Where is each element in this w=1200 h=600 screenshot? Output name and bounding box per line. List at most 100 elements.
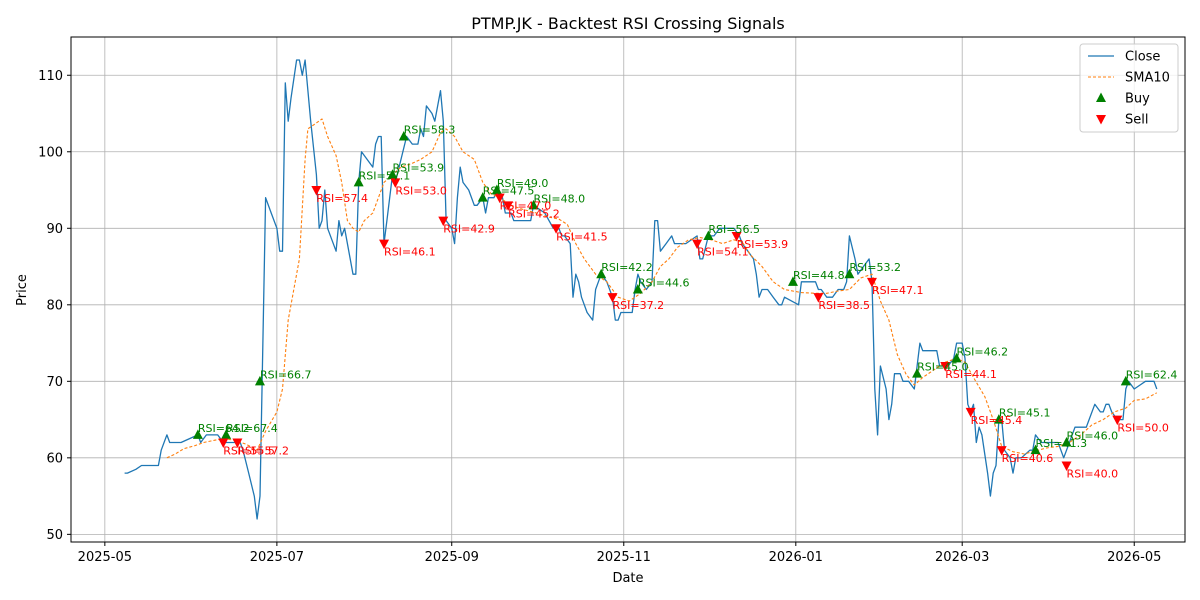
sell-rsi-label: RSI=41.5 xyxy=(556,230,608,243)
buy-rsi-label: RSI=66.7 xyxy=(260,368,312,381)
legend-sell-swatch xyxy=(1096,115,1106,125)
sell-marker xyxy=(379,239,390,250)
buy-rsi-label: RSI=41.3 xyxy=(1036,437,1088,450)
sell-rsi-label: RSI=38.5 xyxy=(818,299,870,312)
sell-marker xyxy=(494,193,505,204)
buy-marker xyxy=(951,352,962,363)
x-axis-label: Date xyxy=(612,571,643,586)
sell-marker xyxy=(503,201,514,211)
buy-rsi-label: RSI=57.1 xyxy=(359,169,411,182)
sell-rsi-label: RSI=42.9 xyxy=(443,223,495,236)
y-tick-label: 70 xyxy=(46,375,63,390)
buy-rsi-label: RSI=45.0 xyxy=(917,361,969,374)
y-tick-label: 50 xyxy=(46,528,63,543)
sell-marker xyxy=(390,178,401,188)
y-tick-label: 80 xyxy=(46,298,63,313)
sell-rsi-label: RSI=54.1 xyxy=(697,246,749,259)
x-tick-label: 2025-07 xyxy=(250,550,304,565)
buy-rsi-label: RSI=62.4 xyxy=(1126,368,1178,381)
sell-rsi-label: RSI=45.4 xyxy=(971,414,1023,427)
buy-rsi-label: RSI=42.2 xyxy=(601,261,653,274)
buy-rsi-label: RSI=48.0 xyxy=(534,192,586,205)
legend-label: Close xyxy=(1125,50,1160,65)
sell-rsi-label: RSI=55.5 xyxy=(223,445,275,458)
buy-marker xyxy=(387,169,398,179)
y-tick-label: 110 xyxy=(38,69,63,84)
sell-marker xyxy=(813,293,824,303)
sell-marker xyxy=(1061,461,1072,471)
buy-marker xyxy=(254,375,265,386)
sell-rsi-label: RSI=53.0 xyxy=(395,184,447,197)
legend-buy-swatch xyxy=(1096,92,1106,102)
buy-marker xyxy=(477,192,488,202)
sell-marker xyxy=(731,231,742,242)
x-tick-label: 2025-11 xyxy=(597,550,651,565)
buy-rsi-label: RSI=64.2 xyxy=(198,422,250,435)
x-tick-label: 2026-05 xyxy=(1107,550,1161,565)
buy-rsi-label: RSI=46.2 xyxy=(957,345,1009,358)
buy-rsi-label: RSI=53.9 xyxy=(393,162,445,175)
x-tick-label: 2026-03 xyxy=(935,550,989,565)
buy-rsi-label: RSI=47.5 xyxy=(483,185,535,198)
x-tick-label: 2025-09 xyxy=(425,550,479,565)
y-tick-label: 90 xyxy=(46,222,63,237)
sell-marker xyxy=(692,239,703,250)
sell-marker xyxy=(311,186,322,196)
sell-marker xyxy=(996,446,1007,456)
plot-frame xyxy=(70,36,1186,543)
sell-rsi-label: RSI=40.0 xyxy=(1067,467,1119,480)
sell-marker xyxy=(1112,415,1123,426)
buy-marker xyxy=(192,429,203,439)
buy-marker xyxy=(596,268,607,279)
buy-marker xyxy=(353,176,364,187)
sell-marker xyxy=(866,277,877,288)
legend-label: Sell xyxy=(1125,113,1148,128)
sell-rsi-label: RSI=47.1 xyxy=(872,284,924,297)
grid xyxy=(71,37,1185,542)
y-tick-label: 60 xyxy=(46,451,63,466)
sell-rsi-label: RSI=37.2 xyxy=(612,299,664,312)
chart-title: PTMP.JK - Backtest RSI Crossing Signals xyxy=(471,14,785,33)
buy-marker xyxy=(1030,444,1041,455)
sell-rsi-label: RSI=50.0 xyxy=(1117,422,1169,435)
buy-marker xyxy=(703,230,714,240)
sell-marker xyxy=(607,293,618,303)
plot-area: RSI=64.2RSI=67.4RSI=66.7RSI=57.1RSI=53.9… xyxy=(124,59,1178,520)
sell-marker xyxy=(218,438,229,449)
buy-rsi-label: RSI=58.3 xyxy=(404,123,456,136)
buy-rsi-label: RSI=44.6 xyxy=(638,277,690,290)
sell-rsi-label: RSI=45.2 xyxy=(508,207,560,220)
legend-label: Buy xyxy=(1125,92,1150,107)
signal-markers xyxy=(192,130,1131,471)
y-axis-label: Price xyxy=(15,274,30,306)
sell-rsi-label: RSI=57.2 xyxy=(237,445,289,458)
buy-marker xyxy=(1061,437,1072,447)
buy-rsi-label: RSI=46.0 xyxy=(1067,430,1119,443)
x-tick-label: 2025-05 xyxy=(78,550,132,565)
buy-rsi-label: RSI=49.0 xyxy=(497,177,549,190)
buy-marker xyxy=(632,284,643,294)
buy-rsi-label: RSI=56.5 xyxy=(708,223,760,236)
buy-marker xyxy=(1120,375,1131,386)
legend-label: SMA10 xyxy=(1125,71,1170,86)
y-tick-label: 100 xyxy=(38,145,63,160)
sell-rsi-label: RSI=57.4 xyxy=(316,192,368,205)
buy-marker xyxy=(787,276,798,286)
buy-rsi-label: RSI=45.1 xyxy=(999,407,1051,420)
sell-rsi-label: RSI=44.1 xyxy=(945,368,997,381)
sell-marker xyxy=(438,216,449,227)
buy-marker xyxy=(491,184,502,195)
buy-marker xyxy=(993,414,1004,424)
legend-box xyxy=(1079,43,1179,133)
sma10-series-line xyxy=(166,118,1158,459)
buy-rsi-label: RSI=67.4 xyxy=(226,422,278,435)
buy-marker xyxy=(844,268,855,279)
sell-rsi-label: RSI=53.9 xyxy=(737,238,789,251)
sell-marker xyxy=(965,407,976,418)
axis-ticks: 2025-05 2025-07 2025-09 2025-11 2026-01 2026-… xyxy=(38,69,1161,565)
series-lines xyxy=(124,59,1158,520)
buy-marker xyxy=(221,429,232,439)
buy-marker xyxy=(398,130,409,141)
